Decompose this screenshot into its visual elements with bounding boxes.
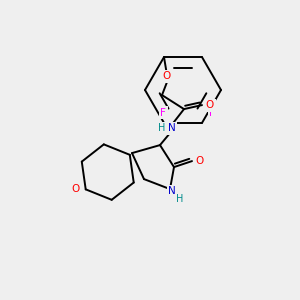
- Text: F: F: [209, 108, 215, 118]
- Text: N: N: [168, 123, 176, 133]
- Text: O: O: [196, 156, 204, 166]
- Text: H: H: [176, 194, 184, 204]
- Text: F: F: [160, 108, 166, 118]
- Text: O: O: [206, 100, 214, 110]
- Text: O: O: [163, 71, 171, 81]
- Text: H: H: [158, 123, 166, 133]
- Text: N: N: [168, 186, 176, 196]
- Text: O: O: [72, 184, 80, 194]
